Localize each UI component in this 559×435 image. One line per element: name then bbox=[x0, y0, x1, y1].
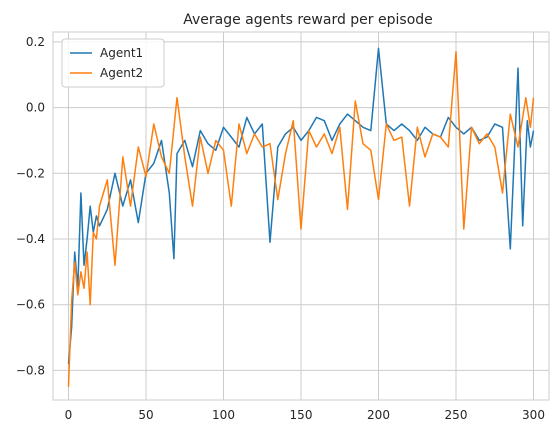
legend: Agent1 Agent2 bbox=[61, 38, 165, 88]
y-tick-label: −0.2 bbox=[16, 166, 45, 180]
legend-box bbox=[61, 38, 165, 88]
grid bbox=[53, 32, 549, 400]
x-tick-label: 100 bbox=[212, 408, 235, 422]
y-tick-label: 0.2 bbox=[26, 35, 45, 49]
legend-label-agent2: Agent2 bbox=[100, 66, 143, 80]
series-lines bbox=[67, 47, 535, 387]
series-line-agent2 bbox=[67, 50, 535, 387]
x-tick-label: 150 bbox=[290, 408, 313, 422]
x-tick-label: 50 bbox=[138, 408, 153, 422]
plot-frame bbox=[52, 31, 550, 401]
legend-label-agent1: Agent1 bbox=[100, 46, 143, 60]
y-tick-label: −0.8 bbox=[16, 363, 45, 377]
x-tick-label: 0 bbox=[65, 408, 73, 422]
y-axis-ticks: −0.8 −0.6 −0.4 −0.2 0.0 0.2 bbox=[16, 35, 45, 378]
x-tick-label: 250 bbox=[445, 408, 468, 422]
y-tick-label: −0.4 bbox=[16, 232, 45, 246]
x-tick-label: 200 bbox=[367, 408, 390, 422]
y-tick-label: −0.6 bbox=[16, 298, 45, 312]
x-axis-ticks: 0 50 100 150 200 250 300 bbox=[65, 408, 545, 422]
y-tick-label: 0.0 bbox=[26, 101, 45, 115]
chart-title: Average agents reward per episode bbox=[183, 12, 433, 28]
x-tick-label: 300 bbox=[522, 408, 545, 422]
